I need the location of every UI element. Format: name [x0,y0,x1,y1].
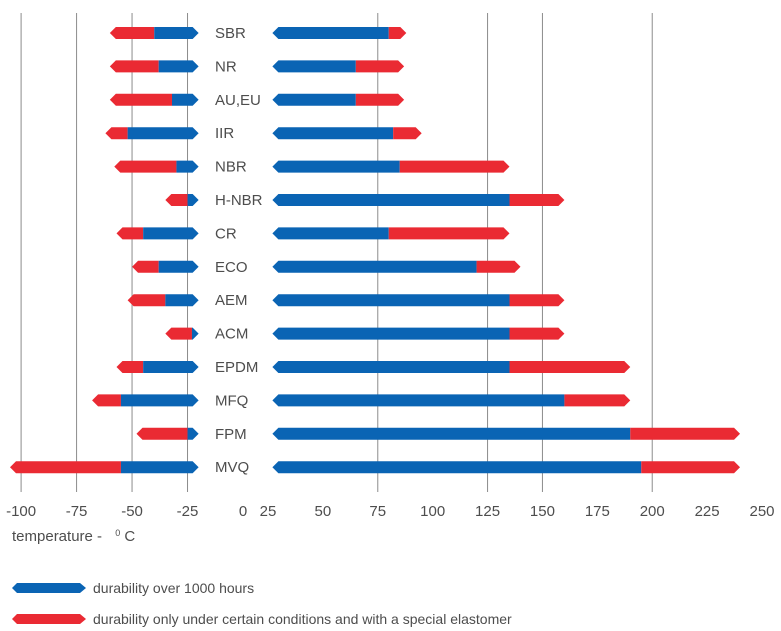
bar-low-special-iir [105,127,128,140]
bar-high-special-mvq [641,461,741,474]
x-tick-label: -50 [121,503,143,520]
bar-high-special-eco [476,260,521,273]
bar-high-special-fpm [630,427,741,440]
row-label-au-eu: AU,EU [215,92,261,109]
row-label-nr: NR [215,58,237,75]
x-axis-title-degree: 0 [115,528,120,538]
bar-high-durable-mfq [272,394,565,407]
bar-low-special-h-nbr [165,194,188,206]
x-tick-label: 25 [260,503,277,520]
x-axis-title-text: temperature - [12,528,102,545]
bar-high-special-sbr [388,27,407,39]
bar-low-durable-nr [158,60,199,73]
bar-low-special-eco [132,260,159,273]
x-tick-label: 200 [640,503,665,520]
bar-high-special-iir [393,127,422,140]
x-tick-label: 150 [530,503,555,520]
bar-low-durable-epdm [143,361,199,373]
bar-high-special-nbr [399,160,510,173]
bar-high-durable-epdm [272,361,510,373]
bar-high-durable-au-eu [272,93,356,106]
bar-high-durable-sbr [272,27,389,39]
bar-high-durable-nbr [272,160,400,173]
bar-low-durable-eco [158,260,199,273]
legend-swatch-durable [12,583,86,593]
x-tick-label: 50 [315,503,332,520]
bar-low-special-aem [127,294,166,307]
bar-low-special-nbr [114,160,177,173]
bar-low-durable-aem [165,294,199,307]
row-labels: SBR NR AU,EU IIR NBR H-NBR CR ECO AEM ACM EPDM MFQ F… [215,25,263,476]
grid-lines [20,13,653,492]
x-tick-label: 250 [749,503,774,520]
x-axis-title-unit: C [124,528,135,545]
bar-low-special-sbr [109,27,155,39]
x-tick-label: 0 [239,503,247,520]
bar-low-special-au-eu [109,93,172,106]
bar-low-special-nr [109,60,159,73]
range-bars [10,27,741,474]
bar-low-durable-iir [127,127,199,140]
bar-high-special-h-nbr [509,194,565,206]
bar-high-special-nr [355,60,405,73]
bar-low-durable-acm [191,327,199,340]
bar-high-special-cr [388,227,510,240]
row-label-epdm: EPDM [215,359,258,376]
bar-low-durable-mvq [120,461,199,474]
x-tick-label: -25 [177,503,199,520]
bar-low-durable-nbr [176,160,199,173]
bar-low-special-acm [165,327,192,340]
bar-low-durable-h-nbr [187,194,199,206]
bar-low-special-cr [116,227,144,240]
bar-low-special-mfq [92,394,121,407]
x-tick-label: 175 [585,503,610,520]
bar-high-special-mfq [564,394,631,407]
row-label-mfq: MFQ [215,392,248,409]
bar-high-durable-acm [272,327,510,340]
x-tick-label: 225 [695,503,720,520]
bar-low-durable-cr [143,227,199,240]
bar-high-durable-cr [272,227,389,240]
bar-low-special-fpm [136,427,188,440]
row-label-nbr: NBR [215,159,247,176]
bar-low-durable-mfq [120,394,199,407]
x-tick-labels: -100 -75 -50 -25 0 25 50 75 100 125 150 175 200 225 25… [6,503,774,520]
legend-label-durable: durability over 1000 hours [93,580,254,596]
row-label-h-nbr: H-NBR [215,192,263,209]
x-tick-label: 75 [369,503,386,520]
row-label-acm: ACM [215,326,248,343]
x-tick-label: 125 [475,503,500,520]
x-tick-label: -100 [6,503,36,520]
x-tick-label: -75 [66,503,88,520]
bar-high-special-au-eu [355,93,405,106]
bar-low-durable-au-eu [171,93,199,106]
row-label-sbr: SBR [215,25,246,42]
row-label-fpm: FPM [215,426,247,443]
bar-high-durable-eco [272,260,477,273]
bar-high-durable-fpm [272,427,631,440]
bar-high-special-aem [509,294,565,307]
row-label-iir: IIR [215,125,234,142]
bar-high-durable-mvq [272,461,642,474]
bar-high-special-acm [509,327,565,340]
bar-high-durable-aem [272,294,510,307]
bar-high-special-epdm [509,361,631,373]
legend-swatch-special [12,614,86,624]
bar-high-durable-h-nbr [272,194,510,206]
bar-low-special-mvq [10,461,121,474]
bar-low-durable-sbr [154,27,199,39]
row-label-mvq: MVQ [215,459,249,476]
bar-low-special-epdm [116,361,144,373]
legend: durability over 1000 hours durability onl… [12,580,512,627]
bar-high-durable-nr [272,60,356,73]
legend-label-special: durability only under certain conditions… [93,611,512,627]
row-label-cr: CR [215,225,237,242]
row-label-eco: ECO [215,259,248,276]
row-label-aem: AEM [215,292,248,309]
bar-high-durable-iir [272,127,394,140]
bar-low-durable-fpm [187,427,199,440]
x-tick-label: 100 [420,503,445,520]
x-axis-title: temperature - 0 C [12,523,135,545]
